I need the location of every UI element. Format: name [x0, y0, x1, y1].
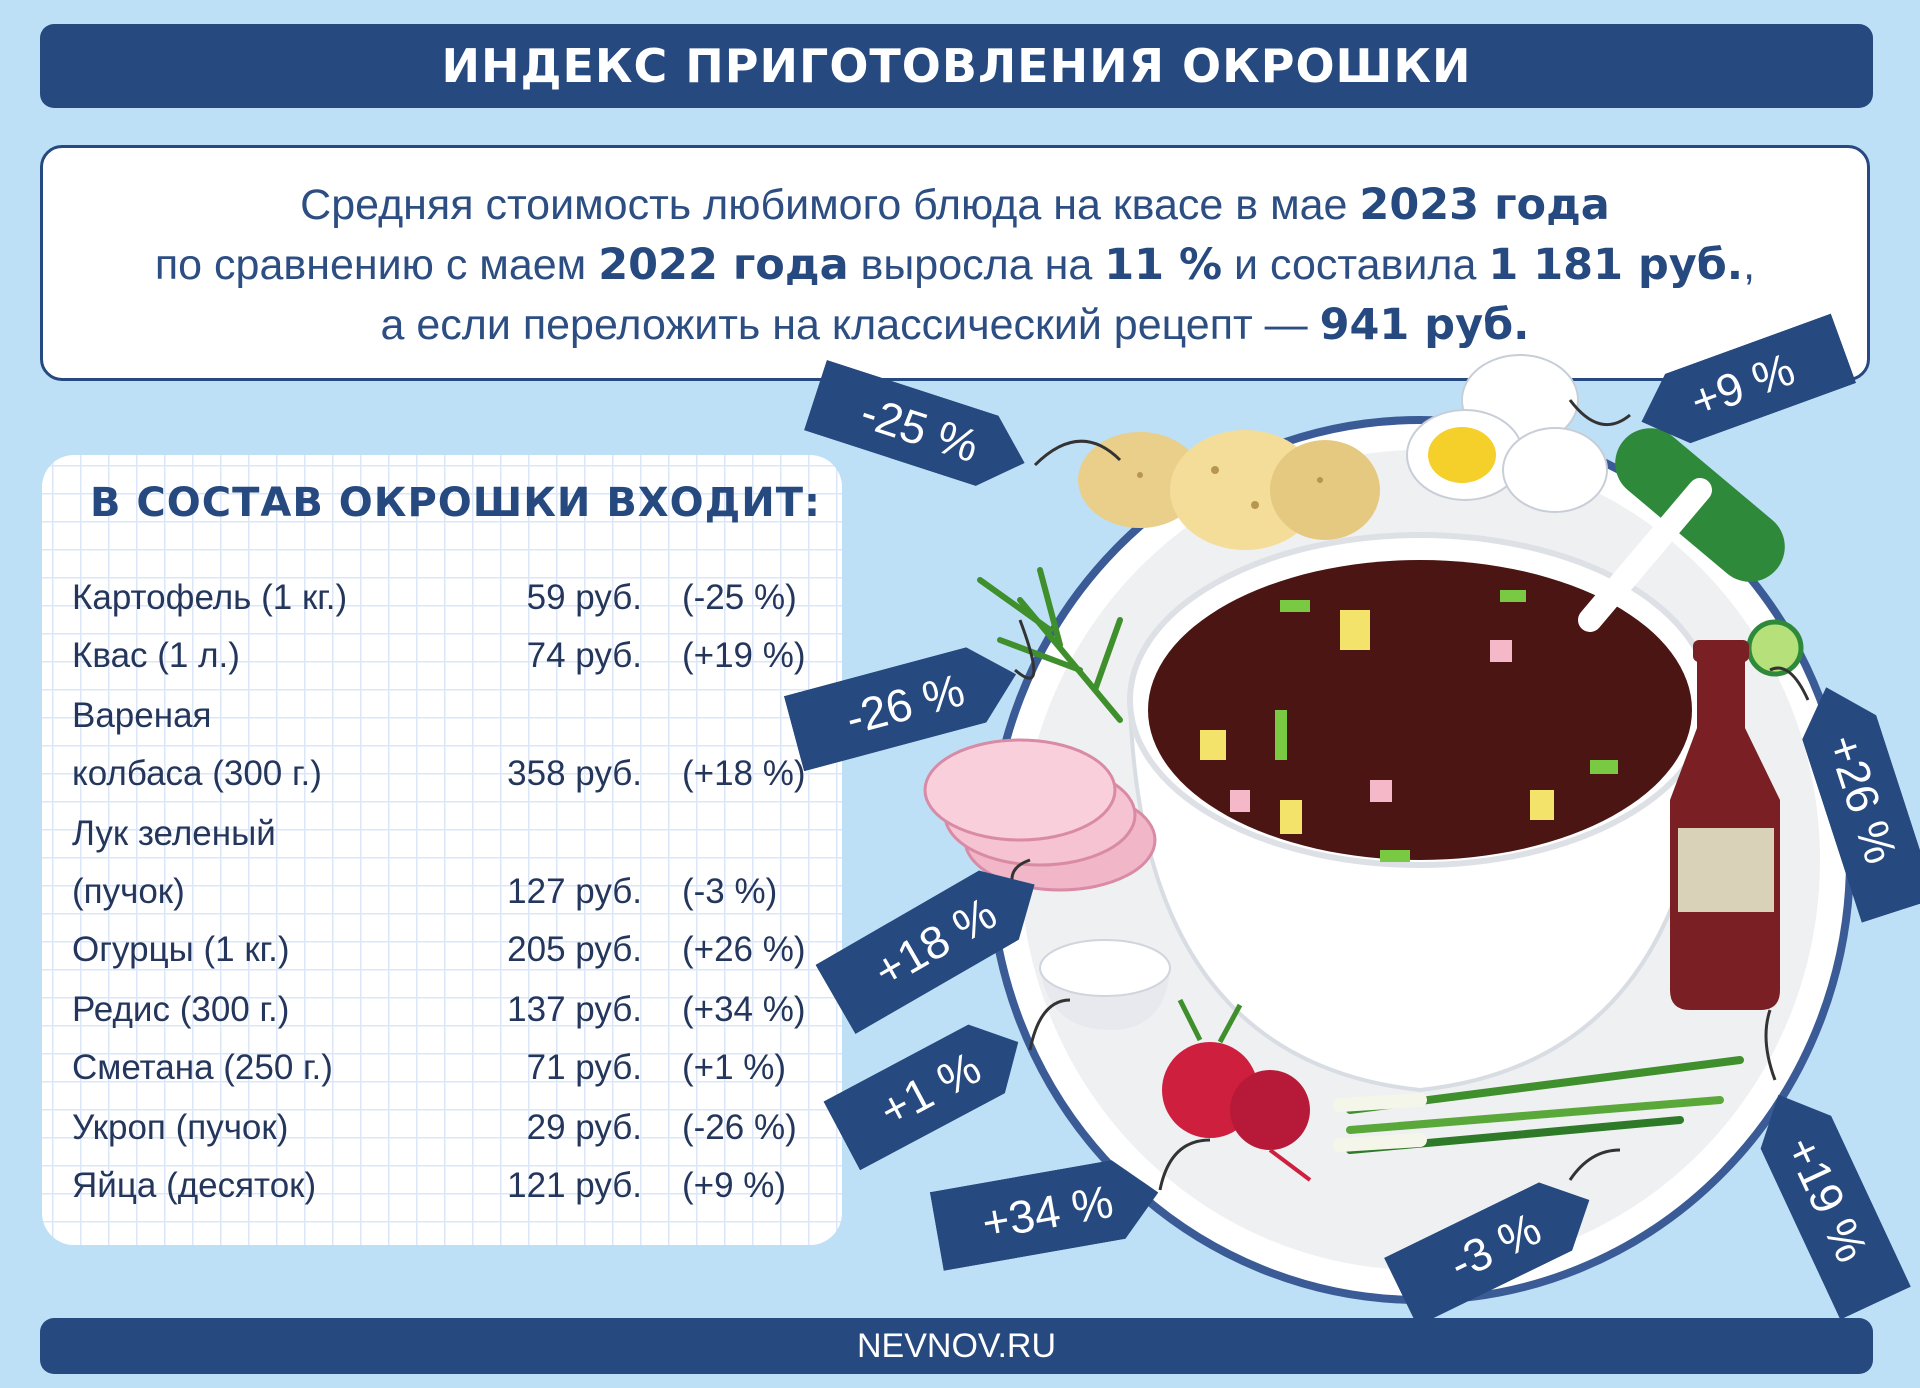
- summary-highlight: 1 181 руб.: [1488, 240, 1744, 290]
- ingredient-price: 59 руб.: [526, 578, 642, 617]
- summary-line-2: по сравнению с маем 2022 года выросла на…: [43, 234, 1867, 296]
- ingredient-change: (+9 %): [682, 1166, 787, 1205]
- spoon-icon: [1578, 478, 1712, 632]
- ingredient-change: (+18 %): [682, 754, 806, 793]
- summary-text: и составила: [1222, 241, 1489, 289]
- ingredient-change: (-26 %): [682, 1108, 797, 1147]
- ingredient-price: 358 руб.: [507, 754, 642, 793]
- summary-line-3: а если переложить на классический рецепт…: [43, 294, 1867, 356]
- ingredient-name: Укроп (пучок): [72, 1108, 289, 1147]
- green-onion-icon: [1333, 1056, 1744, 1154]
- title-banner: ИНДЕКС ПРИГОТОВЛЕНИЯ ОКРОШКИ: [40, 24, 1873, 108]
- radish-icon: [1162, 998, 1312, 1182]
- ingredient-change: (+26 %): [682, 930, 806, 969]
- summary-highlight: 2023 года: [1359, 180, 1610, 230]
- eggs-icon: [1406, 354, 1608, 513]
- footer-banner: NEVNOV.RU: [40, 1318, 1873, 1374]
- tag-label: +34 %: [978, 1174, 1117, 1250]
- summary-box: Средняя стоимость любимого блюда на квас…: [40, 145, 1870, 381]
- site-link[interactable]: NEVNOV.RU: [856, 1327, 1057, 1365]
- ingredient-change: (-25 %): [682, 578, 797, 617]
- ingredients-title: В СОСТАВ ОКРОШКИ ВХОДИТ:: [90, 480, 822, 526]
- ingredient-name: Редис (300 г.): [72, 990, 290, 1029]
- ingredient-change: (+19 %): [682, 636, 806, 675]
- ingredient-price: 71 руб.: [526, 1048, 642, 1087]
- potato-icon: [1078, 430, 1380, 550]
- summary-text: по сравнению с маем: [154, 241, 599, 289]
- dill-icon: [977, 567, 1123, 723]
- ingredient-name: Огурцы (1 кг.): [72, 930, 290, 969]
- page-title: ИНДЕКС ПРИГОТОВЛЕНИЯ ОКРОШКИ: [441, 39, 1472, 93]
- ingredient-change: (+1 %): [682, 1048, 787, 1087]
- summary-text: Средняя стоимость любимого блюда на квас…: [300, 181, 1360, 229]
- summary-line-1: Средняя стоимость любимого блюда на квас…: [43, 174, 1867, 236]
- summary-highlight: 941 руб.: [1319, 300, 1530, 350]
- summary-text: ,: [1743, 241, 1756, 289]
- summary-text: выросла на: [848, 241, 1105, 289]
- ingredient-name: (пучок): [72, 872, 185, 911]
- kvass-bottle-icon: [1670, 640, 1780, 1010]
- ingredient-name: Вареная: [72, 696, 212, 735]
- ingredient-price: 127 руб.: [507, 872, 642, 911]
- ingredients-card: В СОСТАВ ОКРОШКИ ВХОДИТ: Картофель (1 кг…: [42, 455, 842, 1245]
- ingredient-name: Сметана (250 г.): [72, 1048, 333, 1087]
- ingredient-name: Яйца (десяток): [72, 1166, 317, 1205]
- sour-cream-icon: [1039, 939, 1171, 1030]
- ingredient-name: Лук зеленый: [72, 814, 276, 853]
- ingredient-change: (-3 %): [682, 872, 778, 911]
- ingredient-price: 121 руб.: [507, 1166, 642, 1205]
- ingredient-price: 137 руб.: [507, 990, 642, 1029]
- ingredient-change: (+34 %): [682, 990, 806, 1029]
- ingredient-price: 29 руб.: [526, 1108, 642, 1147]
- sausage-icon: [923, 738, 1157, 892]
- ingredient-name: Картофель (1 кг.): [72, 578, 348, 617]
- ingredient-name: Квас (1 л.): [72, 636, 240, 675]
- ingredient-price: 74 руб.: [526, 636, 642, 675]
- summary-highlight: 11 %: [1104, 240, 1223, 290]
- summary-highlight: 2022 года: [598, 240, 849, 290]
- summary-text: а если переложить на классический рецепт…: [380, 301, 1320, 349]
- ingredient-price: 205 руб.: [507, 930, 642, 969]
- ingredient-name: колбаса (300 г.): [72, 754, 322, 793]
